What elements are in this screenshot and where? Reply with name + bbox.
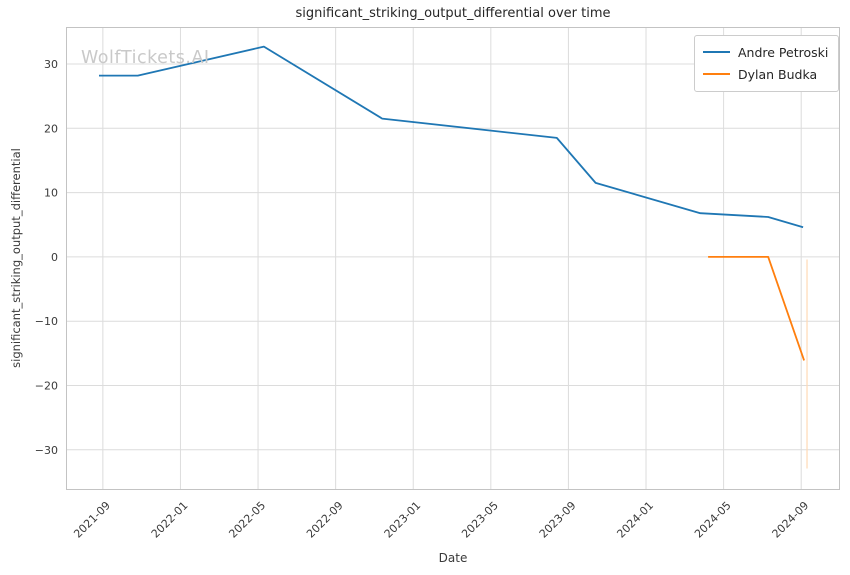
legend-item-andre-petroski: Andre Petroski <box>703 41 828 63</box>
x-tick-label: 2021-09 <box>71 499 113 541</box>
x-tick-label: 2022-09 <box>304 499 346 541</box>
y-tick-label: 10 <box>44 187 58 200</box>
legend-item-dylan-budka: Dylan Budka <box>703 63 828 85</box>
x-tick-label: 2023-01 <box>382 499 424 541</box>
y-tick-label: 30 <box>44 58 58 71</box>
legend-line-swatch-blue <box>703 51 730 53</box>
legend-label: Andre Petroski <box>738 44 829 60</box>
y-axis-label: significant_striking_output_differential <box>9 148 23 368</box>
legend-line-swatch-orange <box>703 73 730 75</box>
plot-border <box>66 27 840 490</box>
y-tick-label: −10 <box>35 315 58 328</box>
chart-title: significant_striking_output_differential… <box>295 6 611 21</box>
series-line-dylan-budka <box>708 255 805 361</box>
legend-label: Dylan Budka <box>738 66 818 82</box>
x-tick-label: 2024-01 <box>614 499 656 541</box>
y-tick-label: 20 <box>44 122 58 135</box>
x-tick-label: 2024-05 <box>692 499 734 541</box>
x-tick-label: 2022-05 <box>226 499 268 541</box>
legend-box: Andre Petroski Dylan Budka <box>694 35 840 92</box>
y-tick-label: −30 <box>35 444 58 457</box>
series-line-andre-petroski <box>99 45 804 229</box>
x-tick-label: 2022-01 <box>149 499 191 541</box>
x-axis-label: Date <box>438 551 468 565</box>
x-tick-label: 2024-09 <box>770 499 812 541</box>
y-tick-label: 0 <box>51 251 58 264</box>
y-tick-label: −20 <box>35 380 58 393</box>
watermark-text: WolfTickets.AI <box>81 48 210 68</box>
x-tick-label: 2023-09 <box>537 499 579 541</box>
x-tick-label: 2023-05 <box>459 499 501 541</box>
